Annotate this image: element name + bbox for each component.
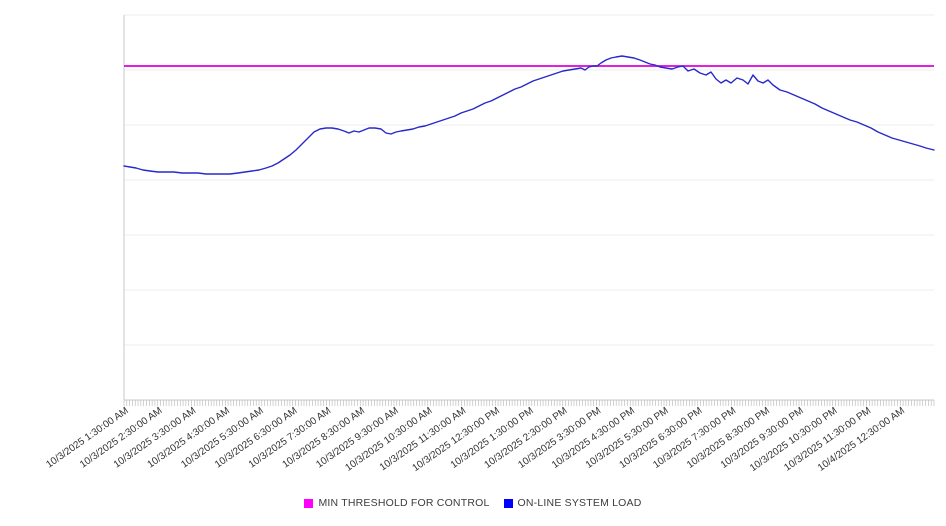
legend-item-min-threshold[interactable]: MIN THRESHOLD FOR CONTROL bbox=[304, 497, 489, 509]
legend-swatch-min-threshold-icon bbox=[304, 498, 314, 508]
series-line-online-system-load bbox=[123, 55, 935, 175]
chart-legend: MIN THRESHOLD FOR CONTROL ON-LINE SYSTEM… bbox=[0, 497, 946, 509]
legend-item-online-system-load[interactable]: ON-LINE SYSTEM LOAD bbox=[503, 497, 642, 509]
legend-swatch-online-system-load-icon bbox=[503, 498, 513, 508]
legend-label-online-system-load: ON-LINE SYSTEM LOAD bbox=[517, 497, 642, 509]
legend-label-min-threshold: MIN THRESHOLD FOR CONTROL bbox=[318, 497, 490, 509]
